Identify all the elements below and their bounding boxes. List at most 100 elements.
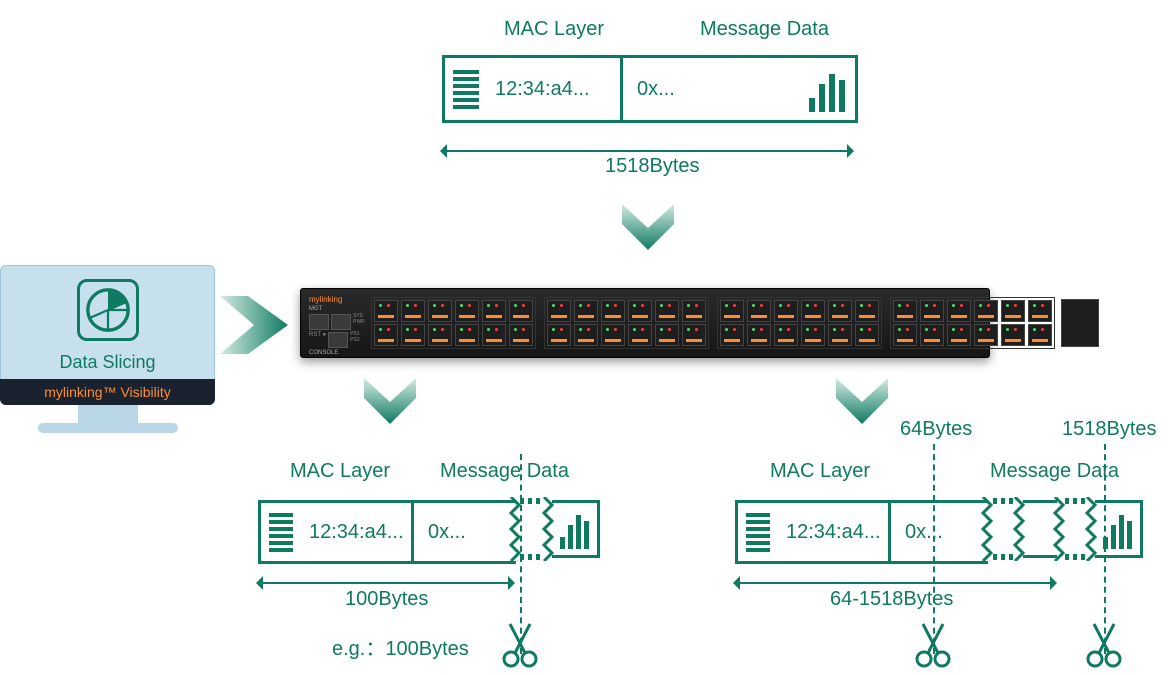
top-msg-value: 0x... — [623, 58, 799, 120]
qsfp-port — [1061, 299, 1099, 347]
top-packet: 12:34:a4... 0x... — [442, 55, 858, 123]
signal-bars-icon — [799, 58, 855, 120]
sfp-port — [747, 300, 771, 322]
sfp-port — [455, 324, 479, 346]
right-fragment-2 — [1095, 500, 1143, 558]
sfp-port — [482, 300, 506, 322]
left-mac-value: 12:34:a4... — [301, 521, 412, 544]
sfp-port — [920, 324, 944, 346]
port-block — [717, 297, 882, 349]
sfp-port — [801, 324, 825, 346]
left-msg-value: 0x... — [414, 503, 516, 561]
sfp-port — [682, 324, 706, 346]
ellipsis-top — [993, 498, 1015, 504]
left-size-label: 100Bytes — [345, 588, 428, 611]
sfp-port — [828, 300, 852, 322]
sfp-port — [601, 300, 625, 322]
chevron-down-icon — [832, 374, 892, 429]
sfp-port — [774, 300, 798, 322]
tear-edge-icon — [1053, 497, 1067, 561]
sfp-port — [893, 300, 917, 322]
top-dimension-line — [442, 150, 852, 152]
ellipsis-top — [520, 498, 544, 504]
left-packet: 12:34:a4... 0x... — [258, 500, 516, 564]
top-msg-header: Message Data — [700, 18, 829, 41]
sfp-port — [547, 324, 571, 346]
pie-chart-icon — [77, 279, 139, 341]
data-slicing-label: Data Slicing — [0, 352, 215, 373]
sfp-port — [855, 324, 879, 346]
left-example-label: e.g.：100Bytes — [332, 632, 469, 661]
network-switch: mylinking MGT SYSPWR RST ●PS1PS2 CONSOLE — [300, 288, 990, 358]
sfp-port — [947, 300, 971, 322]
sfp-port — [720, 300, 744, 322]
sfp-port — [655, 324, 679, 346]
sfp-port — [547, 300, 571, 322]
right-size-label: 64-1518Bytes — [830, 588, 953, 611]
sfp-port — [801, 300, 825, 322]
scissors-icon — [500, 620, 540, 668]
sfp-port — [509, 300, 533, 322]
top-mac-header: MAC Layer — [504, 18, 604, 41]
right-min-label: 64Bytes — [900, 418, 972, 441]
ellipsis-bot — [520, 554, 544, 560]
port-block — [890, 297, 1055, 349]
left-fragment — [552, 500, 600, 558]
tear-edge-icon — [981, 497, 995, 561]
right-mac-value: 12:34:a4... — [778, 521, 889, 544]
right-max-label: 1518Bytes — [1062, 418, 1157, 441]
left-dimension-line — [258, 582, 513, 584]
port-block — [544, 297, 709, 349]
sfp-port — [574, 300, 598, 322]
hamburger-icon — [746, 513, 770, 552]
right-mac-header: MAC Layer — [770, 460, 870, 483]
sfp-port — [455, 300, 479, 322]
right-packet: 12:34:a4... 0x... — [735, 500, 988, 564]
right-dimension-line — [735, 582, 1055, 584]
sfp-port — [655, 300, 679, 322]
left-mac-header: MAC Layer — [290, 460, 390, 483]
sfp-port — [747, 324, 771, 346]
ellipsis-bot — [1065, 554, 1087, 560]
hamburger-icon — [453, 70, 479, 109]
sfp-port — [974, 324, 998, 346]
switch-brand: mylinking — [309, 295, 365, 304]
top-size-label: 1518Bytes — [605, 155, 700, 178]
sfp-port — [855, 300, 879, 322]
sfp-port — [947, 324, 971, 346]
monitor-brand: mylinking™ Visibility — [0, 379, 215, 405]
ellipsis-top — [1065, 498, 1087, 504]
sfp-port — [628, 324, 652, 346]
sfp-port — [893, 324, 917, 346]
right-msg-value: 0x... — [891, 503, 988, 561]
sfp-port — [374, 324, 398, 346]
sfp-port — [374, 300, 398, 322]
scissors-icon — [913, 620, 953, 668]
sfp-port — [1001, 300, 1025, 322]
ellipsis-bot — [993, 554, 1015, 560]
switch-mgmt-panel: mylinking MGT SYSPWR RST ●PS1PS2 CONSOLE — [309, 295, 365, 351]
sfp-port — [509, 324, 533, 346]
port-block — [371, 297, 536, 349]
sfp-port — [482, 324, 506, 346]
sfp-port — [828, 324, 852, 346]
sfp-port — [401, 300, 425, 322]
right-msg-header: Message Data — [990, 460, 1119, 483]
chevron-down-icon — [360, 374, 420, 429]
right-fragment-1 — [1023, 500, 1057, 558]
sfp-port — [601, 324, 625, 346]
sfp-port — [1001, 324, 1025, 346]
sfp-port — [1028, 324, 1052, 346]
chevron-down-icon — [618, 200, 678, 255]
sfp-port — [574, 324, 598, 346]
sfp-port — [974, 300, 998, 322]
scissors-icon — [1084, 620, 1124, 668]
sfp-port — [428, 300, 452, 322]
top-mac-value: 12:34:a4... — [487, 78, 598, 101]
arrow-right-icon — [214, 290, 294, 360]
sfp-port — [1028, 300, 1052, 322]
sfp-port — [920, 300, 944, 322]
hamburger-icon — [269, 513, 293, 552]
sfp-port — [428, 324, 452, 346]
sfp-port — [401, 324, 425, 346]
